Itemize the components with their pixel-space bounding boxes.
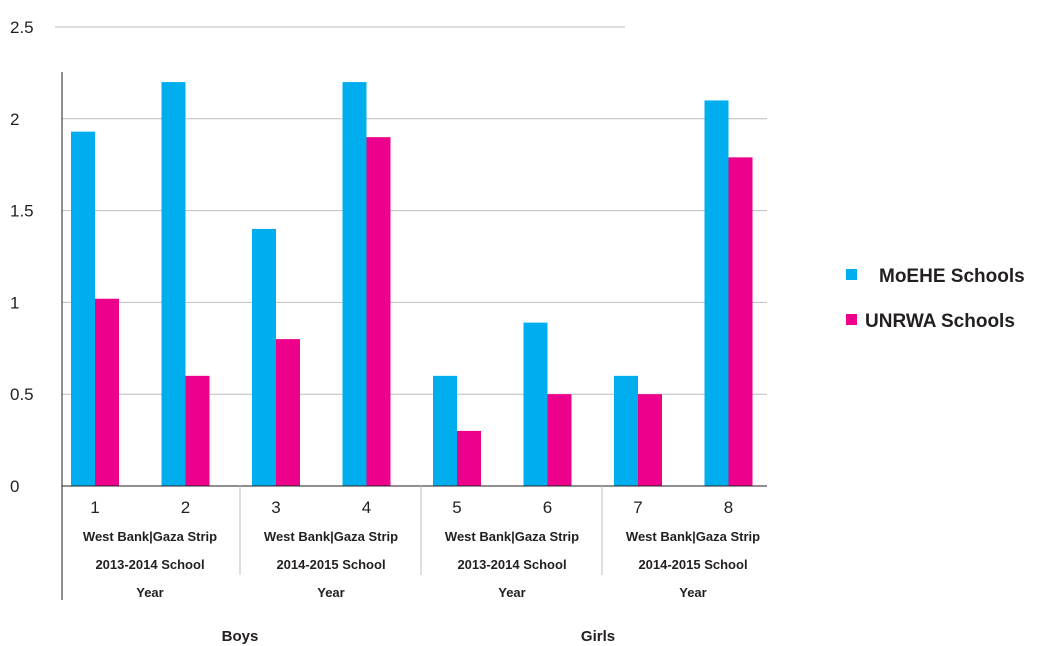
x-tick-label: 7 [633,498,642,517]
school-year-label-cont: Year [136,585,163,600]
bar-unrwa-6 [547,394,572,486]
legend-label-unrwa: UNRWA Schools [865,311,1015,332]
bar-unrwa-4 [366,137,391,486]
x-tick-label: 4 [362,498,371,517]
y-tick-label: 0 [10,477,19,496]
bar-moehe-4 [342,82,367,486]
y-axis-ticks: 0 0.5 1 1.5 2 2.5 [10,18,34,496]
bar-moehe-5 [433,375,457,486]
x-axis-labels: 1 2 3 4 5 6 7 8 West Bank|Gaza Strip 2013-2014 Sc… [83,486,760,645]
bar-unrwa-2 [185,375,210,486]
x-tick-label: 8 [724,498,733,517]
y-tick-label: 1.5 [10,202,34,221]
x-tick-label: 2 [181,498,190,517]
bar-moehe-3 [252,228,276,486]
y-tick-label: 2 [10,110,19,129]
bar-unrwa-1 [95,298,119,486]
legend-label-moehe: MoEHE Schools [879,266,1025,287]
bar-unrwa-3 [276,339,300,486]
school-year-label: 2013-2014 School [457,557,566,572]
legend: MoEHE Schools UNRWA Schools [846,266,1025,332]
legend-swatch-moehe [846,269,857,280]
bar-unrwa-5 [457,430,481,486]
school-year-label-cont: Year [498,585,525,600]
y-tick-label: 1 [10,293,19,312]
region-label: West Bank|Gaza Strip [626,529,760,544]
x-tick-label: 5 [452,498,461,517]
region-label: West Bank|Gaza Strip [445,529,579,544]
bar-moehe-2 [161,82,186,486]
legend-swatch-unrwa [846,314,857,325]
region-label: West Bank|Gaza Strip [264,529,398,544]
school-year-label: 2013-2014 School [95,557,204,572]
school-year-label: 2014-2015 School [276,557,385,572]
y-tick-label: 2.5 [10,18,34,37]
bar-moehe-8 [704,100,729,486]
school-year-label: 2014-2015 School [638,557,747,572]
bar-unrwa-7 [638,394,662,486]
school-year-label-cont: Year [679,585,706,600]
bars [71,82,753,487]
x-tick-label: 3 [271,498,280,517]
school-year-label-cont: Year [317,585,344,600]
bar-moehe-6 [523,322,548,486]
region-label: West Bank|Gaza Strip [83,529,217,544]
bar-unrwa-8 [728,157,753,486]
x-tick-label: 1 [90,498,99,517]
x-tick-label: 6 [543,498,552,517]
group-label-boys: Boys [222,628,259,645]
axes [61,72,767,600]
bar-moehe-1 [71,131,95,487]
y-tick-label: 0.5 [10,385,34,404]
bar-moehe-7 [614,375,638,486]
group-label-girls: Girls [581,628,615,645]
